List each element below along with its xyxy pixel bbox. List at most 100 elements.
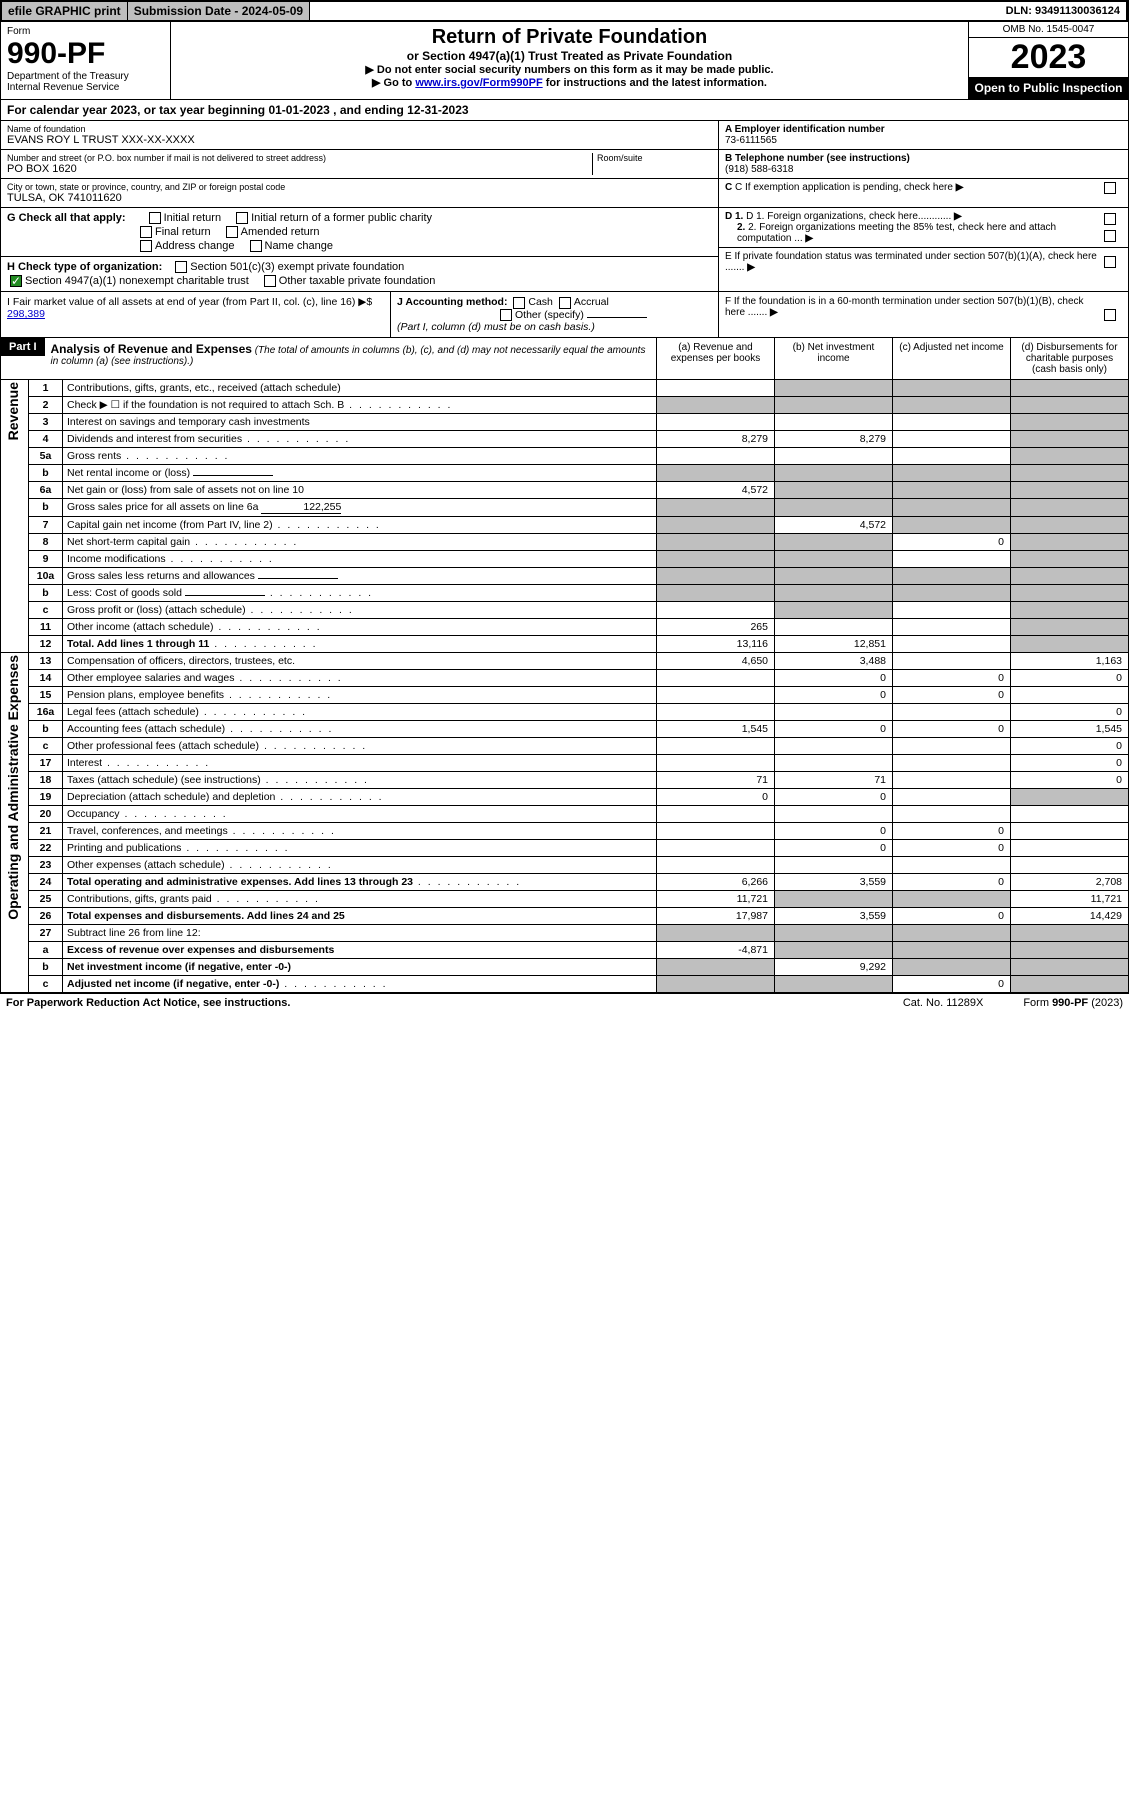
- h-other-checkbox[interactable]: [264, 275, 276, 287]
- value-cell: [775, 396, 893, 413]
- paperwork-notice: For Paperwork Reduction Act Notice, see …: [6, 997, 290, 1009]
- j-accrual-checkbox[interactable]: [559, 297, 571, 309]
- value-cell: [1011, 601, 1129, 618]
- value-cell: 0: [1011, 669, 1129, 686]
- line-desc: Net investment income (if negative, ente…: [63, 958, 657, 975]
- g-name-checkbox[interactable]: [250, 240, 262, 252]
- g-initial-checkbox[interactable]: [149, 212, 161, 224]
- g-final-checkbox[interactable]: [140, 226, 152, 238]
- table-row: 18Taxes (attach schedule) (see instructi…: [1, 771, 1129, 788]
- line-number: 9: [29, 550, 63, 567]
- g-addr-checkbox[interactable]: [140, 240, 152, 252]
- line-desc: Gross sales price for all assets on line…: [63, 498, 657, 516]
- g-amended-checkbox[interactable]: [226, 226, 238, 238]
- d2-checkbox[interactable]: [1104, 230, 1116, 242]
- line-number: 1: [29, 380, 63, 397]
- line-desc: Net gain or (loss) from sale of assets n…: [63, 481, 657, 498]
- table-row: 17Interest0: [1, 754, 1129, 771]
- line-number: 4: [29, 430, 63, 447]
- value-cell: [1011, 975, 1129, 992]
- line-desc: Dividends and interest from securities: [63, 430, 657, 447]
- value-cell: 4,572: [775, 516, 893, 533]
- col-c-header: (c) Adjusted net income: [892, 338, 1010, 379]
- line-number: 11: [29, 618, 63, 635]
- line-number: 27: [29, 924, 63, 941]
- value-cell: 0: [893, 975, 1011, 992]
- value-cell: [1011, 822, 1129, 839]
- value-cell: [893, 924, 1011, 941]
- h-check-row: H Check type of organization: Section 50…: [1, 257, 718, 291]
- value-cell: 0: [775, 669, 893, 686]
- assets-value-link[interactable]: 298,389: [7, 308, 45, 320]
- note-goto: ▶ Go to www.irs.gov/Form990PF for instru…: [175, 76, 964, 89]
- h-4947-checkbox[interactable]: [10, 275, 22, 287]
- g-check-row: G Check all that apply: Initial return I…: [1, 208, 718, 257]
- value-cell: 2,708: [1011, 873, 1129, 890]
- efile-print-button[interactable]: efile GRAPHIC print: [2, 2, 128, 20]
- value-cell: [893, 703, 1011, 720]
- value-cell: 4,650: [657, 652, 775, 669]
- value-cell: 11,721: [1011, 890, 1129, 907]
- value-cell: [1011, 958, 1129, 975]
- line-number: 17: [29, 754, 63, 771]
- omb-number: OMB No. 1545-0047: [969, 22, 1128, 38]
- city-cell: City or town, state or province, country…: [1, 179, 718, 207]
- value-cell: [775, 703, 893, 720]
- value-cell: 3,559: [775, 907, 893, 924]
- line-desc: Other income (attach schedule): [63, 618, 657, 635]
- value-cell: [657, 550, 775, 567]
- value-cell: 0: [775, 686, 893, 703]
- value-cell: 1,545: [1011, 720, 1129, 737]
- value-cell: [775, 380, 893, 397]
- f-cell: F If the foundation is in a 60-month ter…: [718, 292, 1128, 336]
- d1-checkbox[interactable]: [1104, 213, 1116, 225]
- value-cell: [657, 533, 775, 550]
- e-cell: E If private foundation status was termi…: [719, 248, 1128, 276]
- value-cell: [1011, 584, 1129, 601]
- line-desc: Total operating and administrative expen…: [63, 873, 657, 890]
- form-header: Form 990-PF Department of the Treasury I…: [0, 22, 1129, 100]
- value-cell: [1011, 941, 1129, 958]
- value-cell: [775, 856, 893, 873]
- value-cell: [775, 975, 893, 992]
- h-501-checkbox[interactable]: [175, 261, 187, 273]
- table-row: bNet investment income (if negative, ent…: [1, 958, 1129, 975]
- j-cash-checkbox[interactable]: [513, 297, 525, 309]
- value-cell: [1011, 396, 1129, 413]
- line-desc: Excess of revenue over expenses and disb…: [63, 941, 657, 958]
- value-cell: [893, 413, 1011, 430]
- i-cell: I Fair market value of all assets at end…: [1, 292, 391, 336]
- value-cell: 0: [893, 873, 1011, 890]
- e-checkbox[interactable]: [1104, 256, 1116, 268]
- line-desc: Gross rents: [63, 447, 657, 464]
- value-cell: [893, 771, 1011, 788]
- table-row: cOther professional fees (attach schedul…: [1, 737, 1129, 754]
- line-number: 10a: [29, 567, 63, 584]
- revenue-label: Revenue: [5, 382, 21, 440]
- value-cell: [775, 533, 893, 550]
- f-checkbox[interactable]: [1104, 309, 1116, 321]
- value-cell: [1011, 516, 1129, 533]
- line-number: 15: [29, 686, 63, 703]
- form-title: Return of Private Foundation: [175, 26, 964, 49]
- line-desc: Net short-term capital gain: [63, 533, 657, 550]
- line-number: c: [29, 975, 63, 992]
- value-cell: [775, 941, 893, 958]
- value-cell: [775, 805, 893, 822]
- irs: Internal Revenue Service: [7, 82, 164, 93]
- g-initial-former-checkbox[interactable]: [236, 212, 248, 224]
- form990pf-link[interactable]: www.irs.gov/Form990PF: [415, 77, 542, 89]
- value-cell: 4,572: [657, 481, 775, 498]
- c-checkbox[interactable]: [1104, 182, 1116, 194]
- table-row: 19Depreciation (attach schedule) and dep…: [1, 788, 1129, 805]
- value-cell: [893, 635, 1011, 652]
- form-ref: Form 990-PF (2023): [1023, 997, 1123, 1009]
- value-cell: 71: [657, 771, 775, 788]
- j-other-checkbox[interactable]: [500, 309, 512, 321]
- value-cell: [775, 924, 893, 941]
- value-cell: [1011, 380, 1129, 397]
- part1-badge: Part I: [1, 338, 45, 356]
- line-number: c: [29, 737, 63, 754]
- value-cell: [775, 447, 893, 464]
- line-number: 16a: [29, 703, 63, 720]
